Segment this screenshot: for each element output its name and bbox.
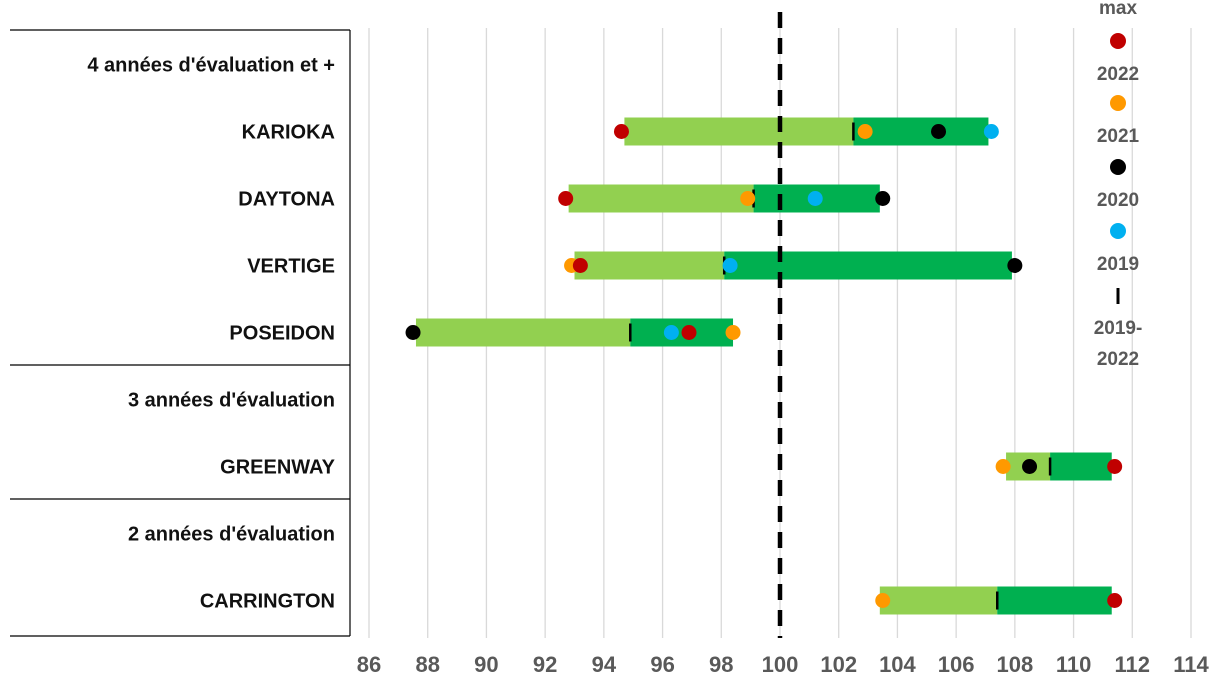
marker-2021 bbox=[857, 124, 873, 139]
range-bar-low bbox=[415, 318, 631, 347]
x-tick-label: 96 bbox=[650, 652, 674, 677]
x-tick-label: 88 bbox=[415, 652, 439, 677]
range-bar-low bbox=[624, 117, 854, 146]
x-tick-label: 112 bbox=[1115, 652, 1151, 677]
marker-2021 bbox=[995, 459, 1011, 474]
range-bar-low bbox=[568, 184, 754, 213]
row-labels: 4 années d'évaluation et + KARIOKA DAYTONA… bbox=[10, 29, 351, 637]
x-tick-label: 114 bbox=[1173, 652, 1209, 677]
x-tick-label: 108 bbox=[996, 652, 1033, 677]
legend-label-line: 2022 bbox=[1097, 349, 1139, 370]
row-label: POSEIDON bbox=[229, 323, 335, 345]
legend-label-2021: 2021 bbox=[1097, 126, 1140, 147]
x-tick-label: 86 bbox=[357, 652, 381, 677]
range-bar-high bbox=[724, 251, 1012, 280]
marker-2020 bbox=[931, 124, 947, 139]
range-bar-low bbox=[879, 586, 998, 615]
legend-label-line: 2019- bbox=[1094, 318, 1143, 339]
marker-2021 bbox=[875, 593, 891, 608]
marker-2020 bbox=[875, 191, 891, 206]
row-label: CARRINGTON bbox=[200, 591, 335, 613]
legend-marker-2020 bbox=[1110, 159, 1126, 175]
legend: max 2022 2021 2020 2019 2019- 2022 bbox=[1094, 0, 1143, 370]
marker-2020 bbox=[405, 325, 421, 340]
legend-label-2019-2022: 2019- 2022 bbox=[1094, 318, 1143, 370]
row-label: KARIOKA bbox=[242, 122, 335, 144]
marker-2020 bbox=[1007, 258, 1023, 273]
marker-2020 bbox=[1022, 459, 1038, 474]
marker-2022 bbox=[1107, 459, 1123, 474]
marker-2021 bbox=[725, 325, 741, 340]
x-tick-label: 90 bbox=[474, 652, 498, 677]
row-label: DAYTONA bbox=[238, 189, 335, 211]
marker-2022 bbox=[572, 258, 588, 273]
legend-label-2022: 2022 bbox=[1097, 64, 1139, 85]
marker-2019 bbox=[807, 191, 823, 206]
x-tick-label: 92 bbox=[533, 652, 557, 677]
marker-2021 bbox=[740, 191, 756, 206]
legend-marker-2022 bbox=[1110, 33, 1126, 49]
group-label: 3 années d'évaluation bbox=[128, 390, 335, 412]
range-bar-high bbox=[853, 117, 989, 146]
x-tick-label: 106 bbox=[938, 652, 975, 677]
marker-2022 bbox=[681, 325, 697, 340]
x-tick-label: 98 bbox=[709, 652, 733, 677]
x-tick-label: 104 bbox=[879, 652, 916, 677]
group-label: 2 années d'évaluation bbox=[128, 524, 335, 546]
range-bar-high bbox=[1050, 452, 1112, 481]
legend-label-max: max bbox=[1099, 0, 1137, 19]
marker-2022 bbox=[1107, 593, 1123, 608]
range-bars bbox=[415, 117, 1112, 615]
row-label: GREENWAY bbox=[220, 457, 336, 479]
range-bar-low bbox=[574, 251, 725, 280]
marker-2019 bbox=[983, 124, 999, 139]
legend-marker-2021 bbox=[1110, 95, 1126, 111]
marker-2022 bbox=[613, 124, 629, 139]
group-label: 4 années d'évaluation et + bbox=[87, 55, 335, 77]
marker-2019 bbox=[722, 258, 738, 273]
legend-marker-2019 bbox=[1110, 223, 1126, 239]
marker-2022 bbox=[558, 191, 574, 206]
legend-label-2019: 2019 bbox=[1097, 254, 1139, 275]
x-tick-label: 100 bbox=[762, 652, 799, 677]
legend-label-2020: 2020 bbox=[1097, 190, 1139, 211]
year-markers bbox=[405, 124, 1123, 608]
x-tick-label: 102 bbox=[820, 652, 857, 677]
row-label: VERTIGE bbox=[247, 256, 335, 278]
range-bar-high bbox=[997, 586, 1112, 615]
marker-2019 bbox=[663, 325, 679, 340]
x-tick-label: 110 bbox=[1056, 652, 1092, 677]
x-axis-tick-labels: 86 88 90 92 94 96 98 100 102 104 106 108 110 112 114 bbox=[357, 652, 1210, 677]
x-tick-label: 94 bbox=[592, 652, 617, 677]
